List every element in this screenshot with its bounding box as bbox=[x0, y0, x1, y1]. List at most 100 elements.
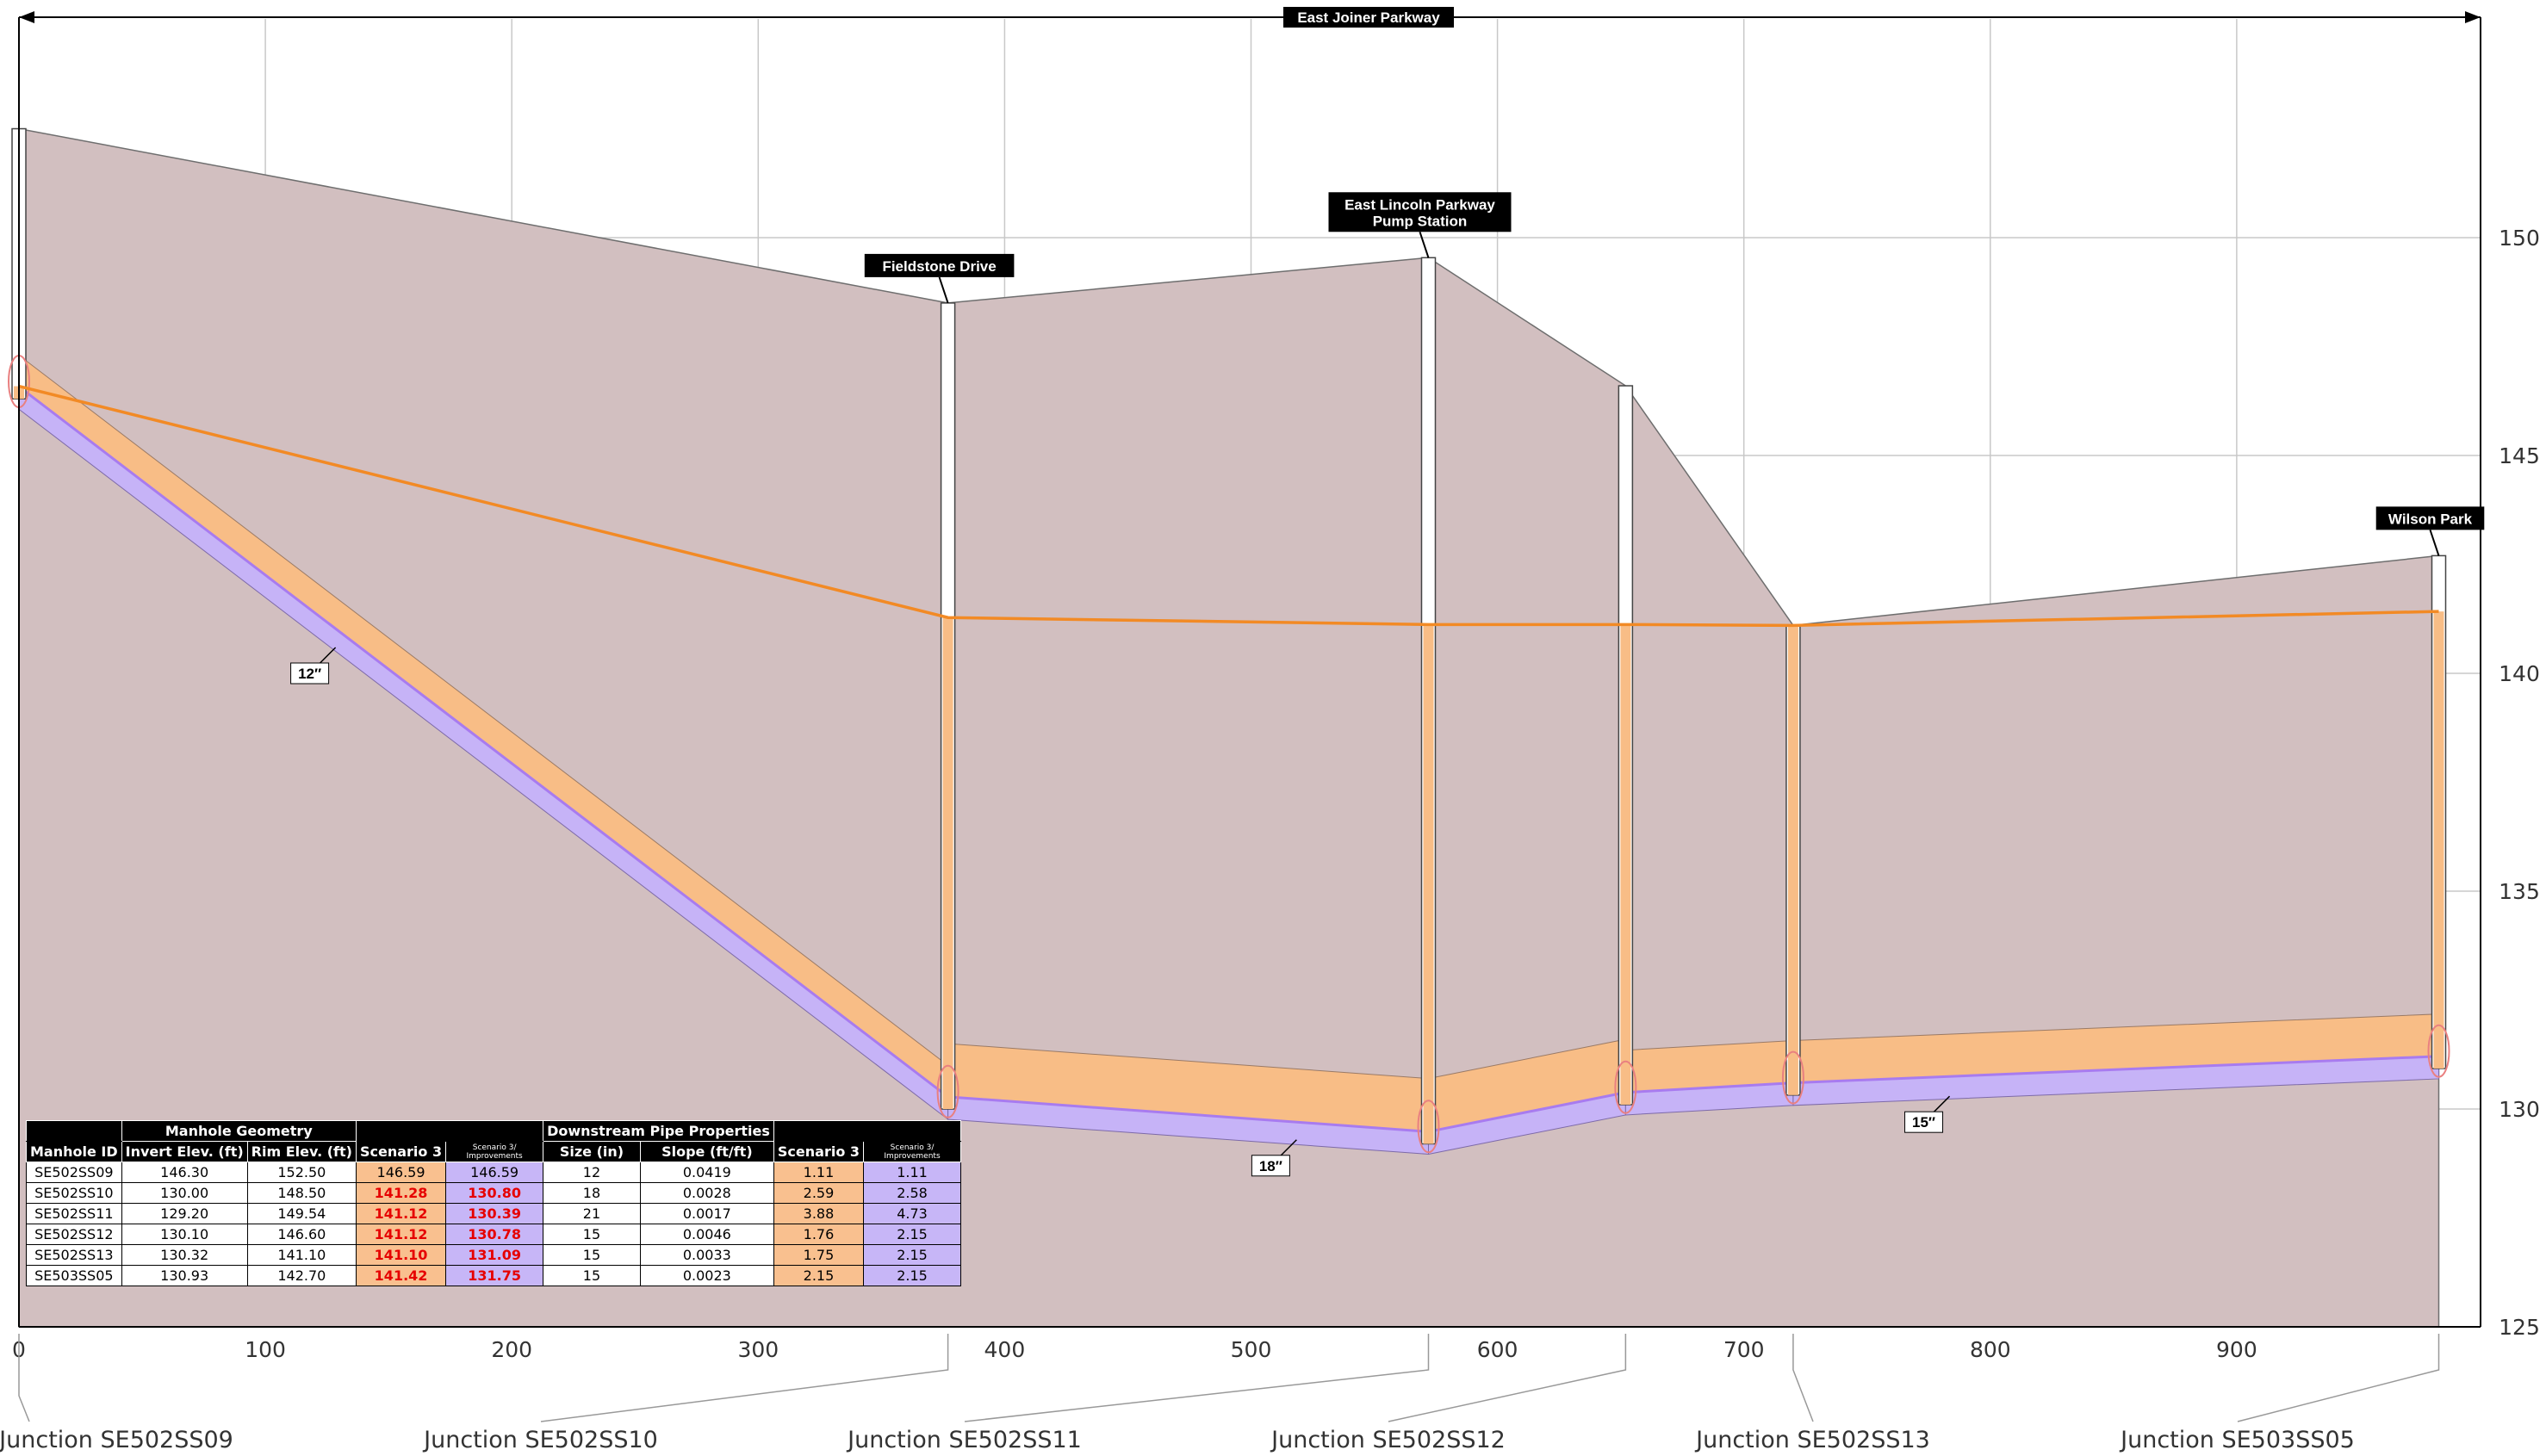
manhole-water bbox=[1620, 624, 1631, 1105]
group-header-downstream: Downstream Pipe Properties bbox=[543, 1120, 774, 1142]
table-cell: 2.15 bbox=[863, 1244, 962, 1266]
callout-text: East Lincoln Parkway bbox=[1344, 196, 1495, 213]
table-cell: 141.10 bbox=[355, 1244, 447, 1266]
y-tick-label: 150 bbox=[2499, 226, 2540, 251]
junction-label: Junction SE502SS11 bbox=[846, 1427, 1082, 1453]
col-header-scenario3-hgl: Scenario 3 bbox=[355, 1141, 447, 1162]
pipe-size-box bbox=[290, 662, 330, 685]
callout-box bbox=[864, 253, 1015, 277]
junction-label: Junction SE502SS12 bbox=[1270, 1427, 1506, 1453]
table-cell: SE502SS11 bbox=[26, 1203, 122, 1224]
col-header-invert: Invert Elev. (ft) bbox=[121, 1141, 248, 1162]
improvements-hgl-line bbox=[18, 385, 949, 1099]
table-cell: 4.73 bbox=[863, 1203, 962, 1224]
table-cell: 131.75 bbox=[445, 1265, 544, 1286]
table-cell: 146.60 bbox=[246, 1224, 357, 1245]
callout-box bbox=[1328, 192, 1512, 232]
table-cell: SE502SS12 bbox=[26, 1224, 122, 1245]
table-cell: 129.20 bbox=[121, 1203, 248, 1224]
manhole-marker bbox=[1417, 1100, 1440, 1154]
callout-box bbox=[2375, 506, 2485, 530]
manhole-marker bbox=[1614, 1060, 1637, 1114]
junction-leader bbox=[1792, 1334, 1814, 1422]
table-cell: SE502SS09 bbox=[26, 1162, 122, 1183]
table-cell: 2.58 bbox=[863, 1182, 962, 1204]
table-cell: 130.32 bbox=[121, 1244, 248, 1266]
manhole-water bbox=[1423, 624, 1434, 1144]
table-cell: 146.30 bbox=[121, 1162, 248, 1183]
table-cell: 141.12 bbox=[355, 1203, 447, 1224]
table-header-blank bbox=[26, 1120, 122, 1142]
table-cell: 1.11 bbox=[863, 1162, 962, 1183]
manhole-water bbox=[2433, 611, 2444, 1069]
table-cell: 141.28 bbox=[355, 1182, 447, 1204]
table-cell: 0.0028 bbox=[639, 1182, 774, 1204]
table-cell: 141.42 bbox=[355, 1265, 447, 1286]
x-tick-label: 400 bbox=[984, 1337, 1026, 1362]
junction-leader bbox=[540, 1334, 949, 1422]
pipe-size-label: 15″ bbox=[1912, 1114, 1935, 1131]
table-cell: 130.78 bbox=[445, 1224, 544, 1245]
improvements-hgl-line bbox=[1428, 1091, 1626, 1133]
table-cell: 1.11 bbox=[773, 1162, 865, 1183]
junction-leader bbox=[964, 1334, 1430, 1422]
label-layer: Junction SE502SS09 Junction SE502SS10 Junc… bbox=[0, 192, 2485, 1453]
x-tick-label: 500 bbox=[1231, 1337, 1272, 1362]
callout-leader bbox=[1419, 231, 1430, 258]
junction-label: Junction SE502SS09 bbox=[0, 1427, 233, 1453]
table-cell: 21 bbox=[543, 1203, 641, 1224]
table-row: SE502SS12 130.10 146.60 141.12 130.78 15 0.004… bbox=[26, 1224, 962, 1245]
table-cell: 0.0046 bbox=[639, 1224, 774, 1245]
x-tick-label: 800 bbox=[1970, 1337, 2011, 1362]
table-cell: 15 bbox=[543, 1244, 641, 1266]
pipe-size-leader bbox=[1932, 1095, 1951, 1114]
junction-label: Junction SE503SS05 bbox=[2119, 1427, 2355, 1453]
y-tick-label: 125 bbox=[2499, 1315, 2540, 1340]
y-tick-label: 135 bbox=[2499, 879, 2540, 904]
junction-leader bbox=[18, 1334, 30, 1422]
table-cell: 141.12 bbox=[355, 1224, 447, 1245]
junction-leader bbox=[2237, 1334, 2440, 1422]
callout-text: Fieldstone Drive bbox=[882, 258, 996, 275]
table-cell: 130.39 bbox=[445, 1203, 544, 1224]
table-cell: 130.93 bbox=[121, 1265, 248, 1286]
junction-label: Junction SE502SS10 bbox=[422, 1427, 658, 1453]
table-cell: 142.70 bbox=[246, 1265, 357, 1286]
table-cell: 146.59 bbox=[445, 1162, 544, 1183]
table-cell: 1.75 bbox=[773, 1244, 865, 1266]
pipe-size-label: 12″ bbox=[298, 666, 321, 682]
table-cell: 18 bbox=[543, 1182, 641, 1204]
pipe-layer bbox=[18, 354, 2440, 1156]
table-row: SE502SS09 146.30 152.50 146.59 146.59 12 0.041… bbox=[26, 1162, 962, 1183]
col-header-improvements-hgl: Scenario 3/ Improvements bbox=[445, 1141, 544, 1162]
table-row: SE502SS10 130.00 148.50 141.28 130.80 18 0.002… bbox=[26, 1182, 962, 1204]
manhole-marker bbox=[936, 1064, 959, 1118]
x-tick-label: 900 bbox=[2216, 1337, 2257, 1362]
axis-layer: 0 100 200 300 400 500 600 700 800 900125130135140… bbox=[12, 17, 2540, 1362]
table-header-blank bbox=[355, 1120, 544, 1142]
table-cell: 146.59 bbox=[355, 1162, 447, 1183]
table-cell: 2.15 bbox=[863, 1265, 962, 1286]
table-cell: SE502SS13 bbox=[26, 1244, 122, 1266]
manhole-marker bbox=[2427, 1024, 2450, 1078]
pipe-size-box bbox=[1251, 1155, 1290, 1177]
table-cell: 0.0017 bbox=[639, 1203, 774, 1224]
x-tick-label: 100 bbox=[245, 1337, 286, 1362]
table-cell: 149.54 bbox=[246, 1203, 357, 1224]
pipe-size-leader bbox=[318, 647, 337, 666]
col-header-slope: Slope (ft/ft) bbox=[639, 1141, 774, 1162]
manhole-marker bbox=[1781, 1050, 1804, 1105]
table-row: SE502SS11 129.20 149.54 141.12 130.39 21 0.001… bbox=[26, 1203, 962, 1224]
pipe-size-leader bbox=[1278, 1139, 1297, 1158]
callout-text: Pump Station bbox=[1373, 213, 1468, 229]
callout-leader bbox=[2429, 530, 2440, 556]
callout-leader bbox=[938, 276, 949, 304]
table-cell: 152.50 bbox=[246, 1162, 357, 1183]
table-cell: 130.00 bbox=[121, 1182, 248, 1204]
x-tick-label: 600 bbox=[1477, 1337, 1518, 1362]
table-cell: 130.80 bbox=[445, 1182, 544, 1204]
y-tick-label: 130 bbox=[2499, 1097, 2540, 1122]
manhole-data-table: Manhole Geometry Downstream Pipe Propert… bbox=[26, 1120, 962, 1286]
chart-title-text: East Joiner Parkway bbox=[1297, 9, 1440, 26]
